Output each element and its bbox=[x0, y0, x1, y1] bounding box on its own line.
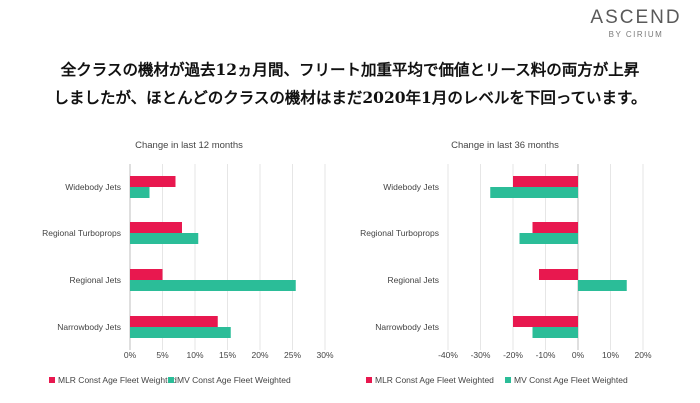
headline-line-2: しましたが、ほとんどのクラスの機材はまだ2020年1月のレベルを下回っています。 bbox=[53, 88, 647, 107]
c1-tick-label-0: 0% bbox=[572, 350, 585, 360]
c1-tick-label-10: 10% bbox=[602, 350, 619, 360]
c0-chart-title: Change in last 12 months bbox=[135, 140, 243, 151]
c0-legend-label-mv: MV Const Age Fleet Weighted bbox=[177, 375, 291, 385]
headline-line-1: 全クラスの機材が過去12ヵ月間、フリート加重平均で価値とリース料の両方が上昇 bbox=[60, 60, 640, 79]
c0-tick-label-0: 0% bbox=[124, 350, 137, 360]
c0-legend-swatch-mlr bbox=[49, 377, 55, 383]
c1-legend-label-mv: MV Const Age Fleet Weighted bbox=[514, 375, 628, 385]
c0-bar-narrowbody-jets-mv bbox=[130, 327, 231, 338]
c1-category-label-narrowbody-jets: Narrowbody Jets bbox=[375, 322, 439, 332]
c1-bar-widebody-jets-mlr bbox=[513, 176, 578, 187]
c1-category-label-widebody-jets: Widebody Jets bbox=[383, 182, 439, 192]
c0-bar-regional-turboprops-mv bbox=[130, 233, 199, 244]
c0-legend-label-mlr: MLR Const Age Fleet Weighted bbox=[58, 375, 177, 385]
c1-category-label-regional-turboprops: Regional Turboprops bbox=[360, 228, 439, 238]
brand-name: ASCEND bbox=[590, 7, 682, 28]
c1-legend-swatch-mv bbox=[505, 377, 511, 383]
c1-tick-label-30: -30% bbox=[471, 350, 491, 360]
c0-bar-widebody-jets-mv bbox=[130, 187, 150, 198]
c1-bar-regional-turboprops-mlr bbox=[532, 222, 578, 233]
c1-chart-title: Change in last 36 months bbox=[451, 140, 559, 151]
c1-bar-widebody-jets-mv bbox=[490, 187, 578, 198]
c0-tick-label-30: 30% bbox=[316, 350, 333, 360]
c1-tick-label-40: -40% bbox=[438, 350, 458, 360]
brand-subtitle: BY CIRIUM bbox=[608, 30, 664, 39]
c0-category-label-regional-jets: Regional Jets bbox=[69, 275, 121, 285]
c0-bar-regional-jets-mv bbox=[130, 280, 296, 291]
c1-bar-regional-jets-mlr bbox=[539, 269, 578, 280]
c1-tick-label-10: -10% bbox=[536, 350, 556, 360]
c1-bar-regional-jets-mv bbox=[578, 280, 627, 291]
c0-tick-label-10: 10% bbox=[186, 350, 203, 360]
brand-logo: ASCEND BY CIRIUM bbox=[586, 7, 686, 40]
c1-bar-narrowbody-jets-mv bbox=[532, 327, 578, 338]
c1-legend-swatch-mlr bbox=[366, 377, 372, 383]
chart-12-months: Change in last 12 months 0% 5% 10% 15% 20% 25%… bbox=[42, 140, 334, 385]
c0-bar-regional-jets-mlr bbox=[130, 269, 163, 280]
c1-legend-label-mlr: MLR Const Age Fleet Weighted bbox=[375, 375, 494, 385]
c0-tick-label-25: 25% bbox=[284, 350, 301, 360]
c1-tick-label-20: -20% bbox=[503, 350, 523, 360]
c0-tick-label-20: 20% bbox=[251, 350, 268, 360]
c1-bar-narrowbody-jets-mlr bbox=[513, 316, 578, 327]
c0-category-label-regional-turboprops: Regional Turboprops bbox=[42, 228, 121, 238]
c0-bar-regional-turboprops-mlr bbox=[130, 222, 182, 233]
c1-tick-label-20: 20% bbox=[634, 350, 651, 360]
c1-bar-regional-turboprops-mv bbox=[519, 233, 578, 244]
c0-bar-widebody-jets-mlr bbox=[130, 176, 176, 187]
c0-legend-swatch-mv bbox=[168, 377, 174, 383]
c0-category-label-widebody-jets: Widebody Jets bbox=[65, 182, 121, 192]
c0-bar-narrowbody-jets-mlr bbox=[130, 316, 218, 327]
c0-tick-label-5: 5% bbox=[156, 350, 169, 360]
c1-category-label-regional-jets: Regional Jets bbox=[387, 275, 439, 285]
c0-tick-label-15: 15% bbox=[219, 350, 236, 360]
c0-category-label-narrowbody-jets: Narrowbody Jets bbox=[57, 322, 121, 332]
